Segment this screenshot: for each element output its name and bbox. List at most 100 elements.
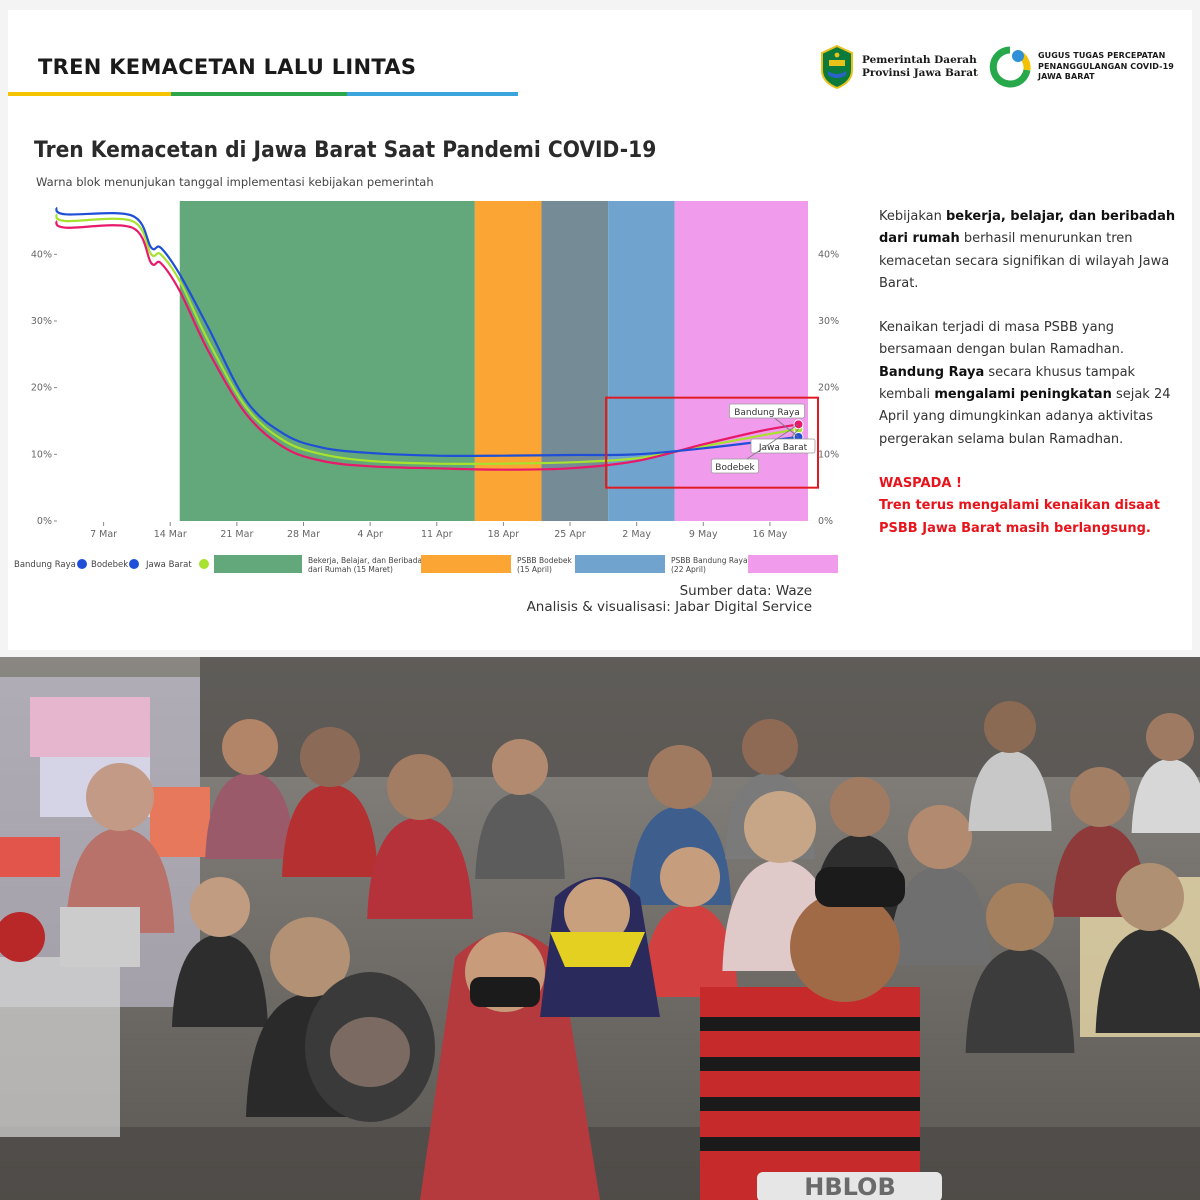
legend-block-swatch xyxy=(421,555,511,573)
legend-block-label: PSBB Bodebek xyxy=(517,556,572,565)
crowd-person-head xyxy=(660,847,720,907)
warning-body: Tren terus mengalami kenaikan disaat PSB… xyxy=(879,498,1160,536)
crowd-person-head xyxy=(1116,863,1184,931)
legend-series-marker xyxy=(77,559,87,569)
chart-title: Tren Kemacetan di Jawa Barat Saat Pandem… xyxy=(34,138,657,163)
y-tick-label-left: 10% xyxy=(31,449,52,460)
warning-title: WASPADA ! xyxy=(879,475,962,491)
highlight-box xyxy=(605,396,819,489)
crowd-person-body xyxy=(282,784,378,877)
gugus-line3: JAWA BARAT xyxy=(1038,72,1095,82)
insight-emphasis: bekerja, belajar, dan beribadah dari rum… xyxy=(879,209,1176,247)
crowd-person-body xyxy=(1131,758,1200,833)
crowd-person-head xyxy=(742,719,798,775)
legend-block-swatch xyxy=(575,555,665,573)
traffic-trend-chart: 0% 0% 10% 10% 20% 20% 30% 30% 40% 40% 7 Mar 14 Mar 2… xyxy=(14,201,839,574)
title-rule-yellow xyxy=(8,92,171,96)
policy-block-2 xyxy=(541,201,609,521)
title-rule-blue xyxy=(347,92,518,96)
insight-emphasis: mengalami peningkatan xyxy=(934,387,1112,403)
market-crowd-illustration: HBLOB xyxy=(0,657,1200,1200)
x-tick-label: 18 Apr xyxy=(488,529,520,540)
insight-paragraph-2: Kenaikan terjadi di masa PSBB yang bersa… xyxy=(879,317,1179,451)
x-tick-label: 7 Mar xyxy=(90,529,117,540)
pemprov-logo: Pemerintah Daerah Provinsi Jawa Barat xyxy=(818,44,978,90)
crowd-person-body xyxy=(475,792,565,879)
crowd-person-head xyxy=(830,777,890,837)
crowd-person-head xyxy=(648,745,712,809)
annotation-label: Bandung Raya xyxy=(734,408,800,418)
infographic-slide: TREN KEMACETAN LALU LINTAS Pemerintah Da… xyxy=(0,0,1200,657)
x-tick-label: 16 May xyxy=(753,529,788,540)
source-analysis-text: Analisis & visualisasi: Jabar Digital Se… xyxy=(526,599,812,615)
legend-series-label: Jawa Barat xyxy=(145,560,192,570)
y-tick-label-left: 40% xyxy=(31,249,52,260)
x-tick-label: 9 May xyxy=(689,529,718,540)
legend-block-label: (15 April) xyxy=(517,565,552,574)
crowd-person-head xyxy=(190,877,250,937)
crowd-person-head xyxy=(908,805,972,869)
insight-text: Kebijakan xyxy=(879,209,946,224)
legend-series-marker xyxy=(199,559,209,569)
legend-block-label: (22 April) xyxy=(671,565,706,574)
y-tick-label-right: 20% xyxy=(818,383,839,394)
crowded-market-photo: HBLOB xyxy=(0,657,1200,1200)
legend-block-swatch xyxy=(748,555,838,573)
jawa-barat-emblem-icon xyxy=(821,44,853,90)
crowd-person-head xyxy=(387,754,453,820)
annotation-box xyxy=(711,458,760,474)
series-line-jawa-barat xyxy=(55,213,799,466)
gugus-tugas-logo: GUGUS TUGAS PERCEPATAN PENANGGULANGAN CO… xyxy=(988,46,1174,88)
crowd-person-head xyxy=(270,917,350,997)
covid-task-force-logo-icon xyxy=(989,46,1031,88)
chart-subtitle: Warna blok menunjukan tanggal implementa… xyxy=(36,175,434,189)
y-tick-label-left: 20% xyxy=(31,383,52,394)
crowd-person-body xyxy=(642,904,738,997)
insight-text: Kenaikan terjadi di masa PSBB yang bersa… xyxy=(879,320,1124,358)
series-endpoint xyxy=(793,419,804,430)
crowd-person-body xyxy=(367,816,473,919)
legend-block-label: Bekerja, Belajar, dan Beribadah xyxy=(308,556,427,565)
y-tick-label-right: 30% xyxy=(818,316,839,327)
insight-text: sejak 24 April yang dimungkinkan adanya … xyxy=(879,387,1171,447)
series-line-bodebek xyxy=(55,220,799,471)
legend-series-label: Bandung Raya xyxy=(14,560,76,570)
x-tick-label: 25 Apr xyxy=(554,529,586,540)
legend-block-label: PSBB Bandung Raya xyxy=(671,556,748,565)
crowd-person-head xyxy=(984,701,1036,753)
source-data-text: Sumber data: Waze xyxy=(679,583,812,599)
annotation-label: Jawa Barat xyxy=(758,443,808,453)
y-tick-label-right: 0% xyxy=(818,516,833,527)
x-tick-label: 4 Apr xyxy=(357,529,383,540)
source-credit: Sumber data: Waze Analisis & visualisasi… xyxy=(527,583,812,615)
crowd-person-body xyxy=(965,947,1075,1053)
crowd-person-body xyxy=(65,827,175,933)
policy-block-3 xyxy=(608,201,675,521)
crowd-person-body xyxy=(888,865,992,965)
pemprov-line2: Provinsi Jawa Barat xyxy=(862,67,978,79)
y-tick-label-left: 30% xyxy=(31,316,52,327)
title-rule-green xyxy=(171,92,347,96)
page-title: TREN KEMACETAN LALU LINTAS xyxy=(38,55,417,79)
legend-block-label: dari Rumah (15 Maret) xyxy=(308,565,393,574)
crowd-person-head xyxy=(300,727,360,787)
gugus-line2: PENANGGULANGAN COVID-19 xyxy=(1038,61,1174,71)
y-tick-label-left: 0% xyxy=(37,516,52,527)
gugus-line1: GUGUS TUGAS PERCEPATAN xyxy=(1038,51,1166,61)
policy-block-1 xyxy=(474,201,542,521)
crowd-person-head xyxy=(222,719,278,775)
legend-block-swatch xyxy=(214,555,302,573)
legend-series-label: Bodebek xyxy=(91,560,128,570)
pemprov-line1: Pemerintah Daerah xyxy=(862,54,977,66)
crowd-person-body xyxy=(205,772,295,859)
x-tick-label: 11 Apr xyxy=(421,529,453,540)
crowd-person-head xyxy=(1070,767,1130,827)
annotation-box xyxy=(729,403,806,419)
x-tick-label: 21 Mar xyxy=(220,529,253,540)
series-line-bandung-raya xyxy=(55,206,799,457)
crowd-person-head xyxy=(492,739,548,795)
x-tick-label: 14 Mar xyxy=(154,529,187,540)
crowd-person-head xyxy=(986,883,1054,951)
insight-paragraph-1: Kebijakan bekerja, belajar, dan beribada… xyxy=(879,206,1179,295)
crowd-person-head xyxy=(744,791,816,863)
